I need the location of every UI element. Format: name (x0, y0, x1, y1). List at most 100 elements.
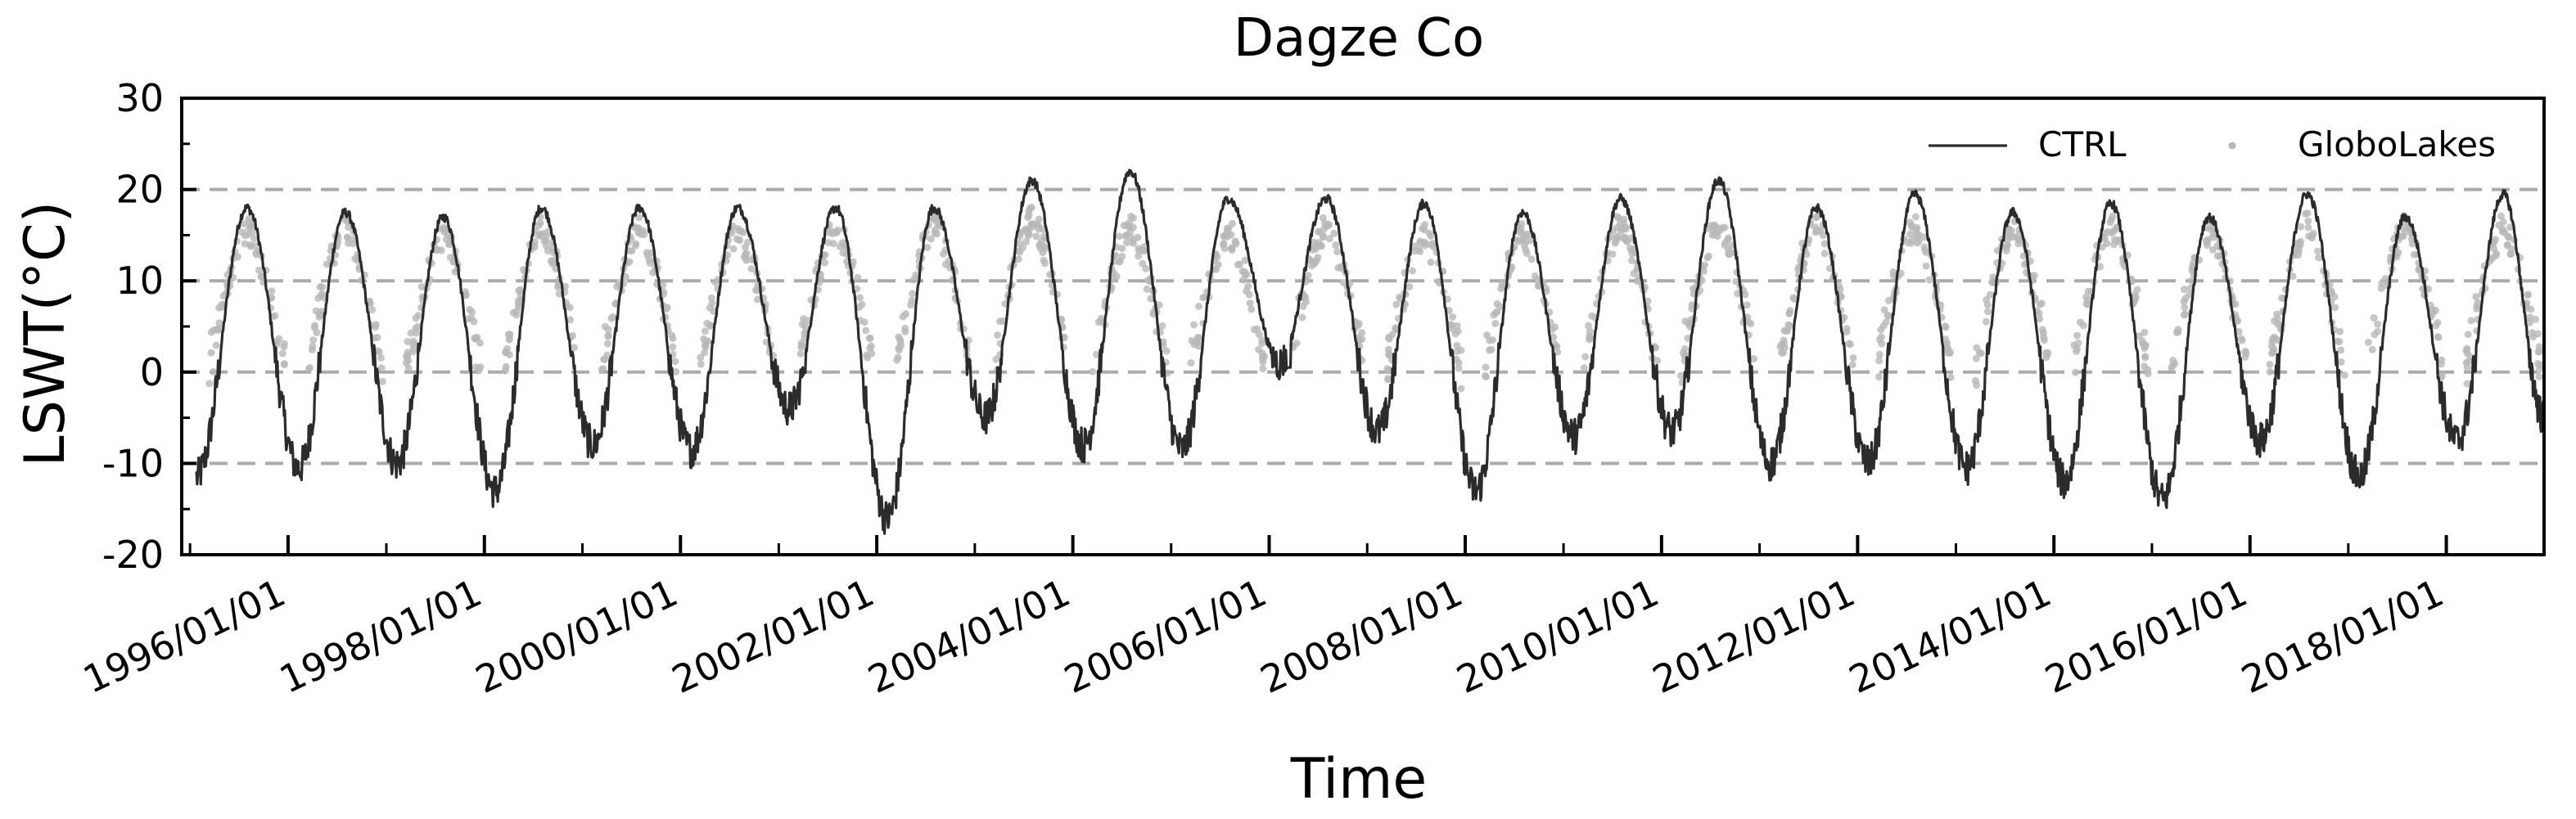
globolakes-point (621, 272, 629, 281)
globolakes-point (1491, 309, 1500, 317)
globolakes-point (1482, 363, 1490, 371)
globolakes-point (246, 241, 255, 249)
globolakes-point (2394, 249, 2402, 257)
globolakes-point (1487, 345, 1496, 353)
globolakes-point (278, 349, 286, 358)
globolakes-point (613, 282, 621, 290)
globolakes-point (1554, 348, 1562, 356)
globolakes-point (1920, 243, 1929, 251)
globolakes-point (896, 346, 903, 354)
globolakes-point (1518, 228, 1525, 236)
globolakes-point (2524, 291, 2532, 299)
globolakes-point (1320, 219, 1329, 227)
globolakes-point (1392, 324, 1400, 332)
globolakes-point (305, 366, 313, 373)
globolakes-point (1339, 278, 1347, 286)
globolakes-point (1089, 367, 1097, 376)
globolakes-point (1535, 281, 1543, 290)
y-tick-label: 20 (115, 168, 164, 212)
globolakes-point (1653, 357, 1662, 365)
globolakes-point (1971, 376, 1979, 385)
globolakes-point (504, 331, 512, 338)
globolakes-point (207, 328, 215, 336)
globolakes-point (1255, 331, 1263, 339)
globolakes-point (2109, 212, 2117, 220)
globolakes-point (440, 223, 448, 232)
globolakes-point (1035, 241, 1044, 249)
globolakes-point (1159, 338, 1167, 346)
globolakes-point (1135, 252, 1143, 260)
globolakes-point (443, 229, 451, 237)
globolakes-point (205, 380, 214, 388)
globolakes-point (2294, 245, 2302, 254)
globolakes-point (1482, 371, 1490, 380)
globolakes-point (1298, 313, 1306, 322)
globolakes-point (566, 304, 574, 312)
globolakes-point (2364, 338, 2372, 346)
globolakes-point (1194, 333, 1202, 341)
globolakes-point (1875, 373, 1883, 381)
globolakes-point (1878, 340, 1886, 348)
globolakes-point (1428, 240, 1437, 248)
globolakes-point (555, 290, 563, 298)
globolakes-point (1421, 239, 1429, 247)
globolakes-point (1586, 334, 1595, 342)
y-tick-label: -20 (102, 533, 164, 577)
x-tick-label: 2004/01/01 (861, 570, 1076, 702)
x-tick-label: 2016/01/01 (2038, 570, 2253, 702)
globolakes-point (1312, 257, 1320, 265)
globolakes-point (1457, 346, 1465, 354)
globolakes-point (1192, 340, 1200, 347)
globolakes-point (214, 326, 222, 334)
globolakes-point (1619, 234, 1627, 242)
globolakes-point (838, 239, 846, 247)
x-tick-labels: 1996/01/011998/01/012000/01/012002/01/01… (76, 570, 2450, 702)
globolakes-point (1843, 328, 1851, 336)
legend-globolakes-label: GloboLakes (2298, 124, 2496, 164)
globolakes-point (1258, 336, 1266, 344)
globolakes-point (697, 360, 705, 368)
globolakes-point (2526, 313, 2534, 322)
globolakes-point (854, 273, 862, 281)
globolakes-point (271, 312, 279, 320)
globolakes-point (404, 352, 412, 360)
globolakes-point (1716, 227, 1724, 235)
globolakes-point (2293, 240, 2301, 248)
globolakes-point (1245, 290, 1253, 299)
globolakes-point (468, 308, 476, 316)
globolakes-point (2144, 366, 2152, 374)
globolakes-point (2331, 304, 2339, 312)
globolakes-point (649, 268, 657, 277)
globolakes-point (1704, 252, 1712, 260)
globolakes-point (796, 349, 805, 358)
globolakes-point (1025, 211, 1033, 219)
globolakes-point (1155, 301, 1163, 309)
globolakes-point (2203, 236, 2210, 245)
globolakes-point (268, 287, 276, 295)
globolakes-point (540, 229, 548, 237)
x-tick-label: 2000/01/01 (469, 570, 684, 702)
legend: CTRL GloboLakes (1929, 124, 2496, 164)
globolakes-point (2492, 251, 2500, 259)
globolakes-point (1784, 321, 1793, 329)
globolakes-point (1383, 365, 1392, 373)
globolakes-point (1721, 241, 1729, 250)
globolakes-point (1452, 355, 1460, 363)
globolakes-point (1126, 218, 1134, 227)
globolakes-point (241, 232, 249, 240)
globolakes-point (1026, 205, 1034, 212)
globolakes-point (1311, 243, 1319, 251)
globolakes-point (1790, 295, 1798, 304)
globolakes-point (1906, 230, 1914, 238)
globolakes-point (1396, 293, 1404, 301)
globolakes-point (2463, 349, 2471, 358)
globolakes-point (509, 308, 517, 317)
globolakes-point (868, 349, 876, 358)
globolakes-point (1246, 299, 1254, 308)
globolakes-point (2377, 284, 2385, 292)
globolakes-point (2180, 298, 2188, 305)
globolakes-point (1139, 247, 1148, 255)
x-tick-label: 2012/01/01 (1646, 570, 1861, 702)
globolakes-point (1786, 307, 1794, 315)
x-axis-label: Time (1290, 747, 1427, 812)
